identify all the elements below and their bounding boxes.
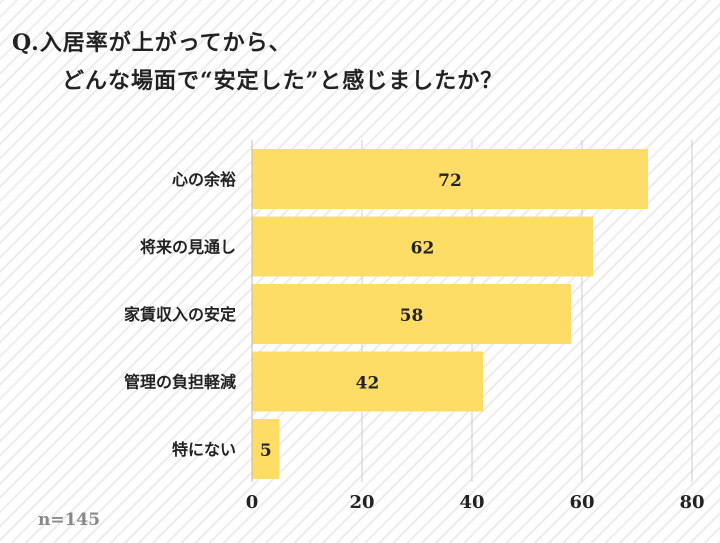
category-label-3: 家賃収入の安定: [124, 305, 236, 324]
bar-5: [252, 419, 280, 479]
value-label-2: 62: [411, 239, 435, 259]
value-label-4: 42: [356, 374, 380, 394]
x-tick-label-60: 60: [569, 492, 594, 513]
bar-3: [252, 284, 571, 344]
chart-title-line-2: どんな場面で“安定した”と感じましたか？: [62, 68, 504, 94]
value-label-1: 72: [438, 171, 462, 191]
value-label-3: 58: [400, 306, 424, 326]
category-label-1: 心の余裕: [172, 170, 236, 189]
x-tick-label-0: 0: [246, 492, 259, 513]
value-label-5: 5: [260, 441, 272, 461]
bar-2: [252, 216, 593, 277]
category-label-5: 特にない: [172, 440, 236, 459]
sample-size: n=145: [38, 510, 101, 530]
bar-1: [252, 149, 648, 209]
category-label-4: 管理の負担軽減: [124, 373, 236, 392]
bar-4: [252, 351, 483, 412]
x-tick-label-20: 20: [349, 492, 374, 513]
x-tick-label-80: 80: [679, 492, 704, 513]
category-label-2: 将来の見通し: [140, 238, 236, 257]
x-tick-label-40: 40: [459, 492, 484, 513]
chart-title-line-1: Q.入居率が上がってから、: [12, 30, 292, 56]
chart-title: Q.入居率が上がってから、 どんな場面で“安定した”と感じましたか？: [12, 24, 503, 100]
